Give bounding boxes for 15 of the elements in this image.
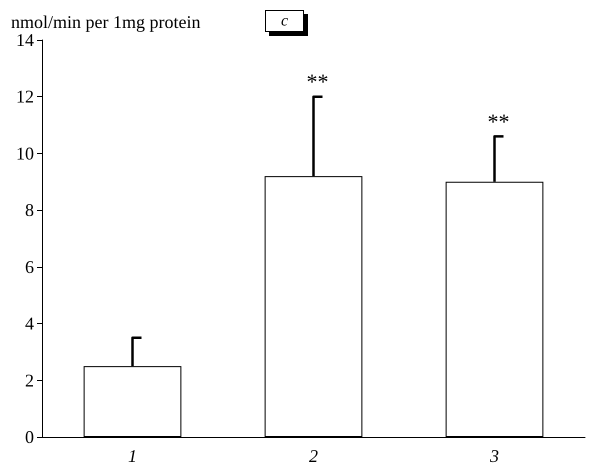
y-tick-label: 8 [25, 200, 34, 220]
y-tick-label: 12 [16, 86, 34, 107]
annotation: ** [306, 69, 328, 94]
y-tick-label: 0 [25, 427, 34, 447]
y-tick-label: 14 [16, 30, 34, 50]
annotation: ** [488, 108, 510, 134]
x-tick-label: 3 [489, 446, 499, 466]
x-tick-label: 1 [128, 446, 137, 466]
y-tick-label: 2 [25, 370, 34, 390]
y-tick-label: 4 [25, 314, 34, 334]
y-tick-label: 6 [25, 256, 34, 277]
chart-title: c [281, 12, 288, 30]
y-tick-label: 10 [16, 143, 34, 164]
x-tick-label: 2 [309, 446, 318, 466]
y-axis-title: nmol/min per 1mg protein [11, 12, 200, 32]
